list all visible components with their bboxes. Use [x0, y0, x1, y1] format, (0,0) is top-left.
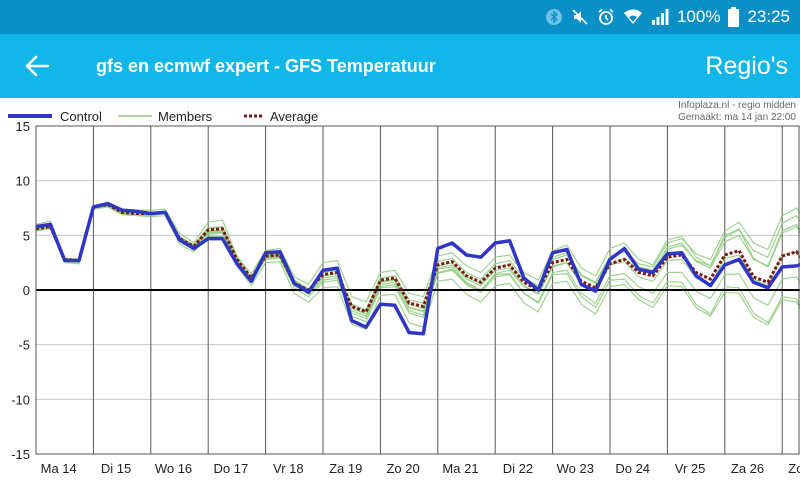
battery-icon — [728, 7, 740, 27]
x-tick-label: Do 24 — [615, 461, 650, 476]
x-tick-label: Zo 27 — [788, 461, 800, 476]
legend-control-label: Control — [60, 109, 102, 124]
x-tick-label: Wo 23 — [557, 461, 594, 476]
x-tick-label: Do 17 — [214, 461, 249, 476]
page-title: gfs en ecmwf expert - GFS Temperatuur — [96, 56, 436, 76]
mute-icon — [571, 8, 589, 26]
arrow-left-icon — [25, 55, 50, 77]
x-tick-label: Zo 20 — [386, 461, 419, 476]
y-tick-label: -5 — [18, 338, 30, 353]
battery-percentage: 100% — [676, 7, 721, 26]
chart-axes: 15 10 5 0 -5 -10 -15 Ma 14 Di 15 Wo 16 Do 17 Vr 18 Z… — [11, 119, 800, 476]
x-tick-label: Za 26 — [731, 461, 764, 476]
x-tick-label: Za 19 — [329, 461, 362, 476]
chart-credit-source: Infoplaza.nl - regio midden — [678, 100, 796, 111]
average-series-line — [35, 203, 800, 314]
legend-average-label: Average — [270, 109, 318, 124]
x-tick-label: Wo 16 — [155, 461, 192, 476]
wifi-icon — [623, 8, 643, 26]
y-tick-label: 0 — [23, 283, 30, 298]
status-icons: 100% 23:25 — [545, 0, 790, 34]
alarm-icon — [597, 8, 615, 26]
y-tick-label: 10 — [16, 174, 30, 189]
control-line-group — [35, 201, 800, 336]
legend-members-label: Members — [158, 109, 213, 124]
member-series-line — [35, 206, 800, 331]
clock-time: 23:25 — [747, 7, 790, 26]
status-bar: 100% 23:25 — [0, 0, 800, 34]
y-tick-label: -10 — [11, 392, 30, 407]
back-button[interactable] — [20, 50, 54, 82]
bluetooth-icon — [545, 8, 563, 26]
signal-icon — [651, 8, 669, 26]
y-tick-label: 5 — [23, 228, 30, 243]
chart-legend: Control Members Average — [8, 109, 318, 124]
temperature-chart: 15 10 5 0 -5 -10 -15 Ma 14 Di 15 Wo 16 Do 17 Vr 18 Z… — [0, 98, 800, 482]
app-bar: gfs en ecmwf expert - GFS Temperatuur Re… — [0, 34, 800, 98]
x-tick-label: Ma 14 — [41, 461, 77, 476]
y-tick-label: 15 — [16, 119, 30, 134]
x-tick-label: Di 22 — [503, 461, 533, 476]
regions-button[interactable]: Regio's — [705, 52, 788, 80]
chart-credit-date: Gemaakt: ma 14 jan 22:00 — [678, 112, 796, 123]
control-series-line — [35, 201, 800, 336]
x-tick-label: Di 15 — [101, 461, 131, 476]
plot-frame — [35, 125, 800, 455]
x-tick-label: Vr 18 — [273, 461, 304, 476]
x-tick-label: Ma 21 — [442, 461, 478, 476]
average-line-group — [35, 203, 800, 314]
y-tick-label: -15 — [11, 447, 30, 462]
x-tick-label: Vr 25 — [675, 461, 706, 476]
